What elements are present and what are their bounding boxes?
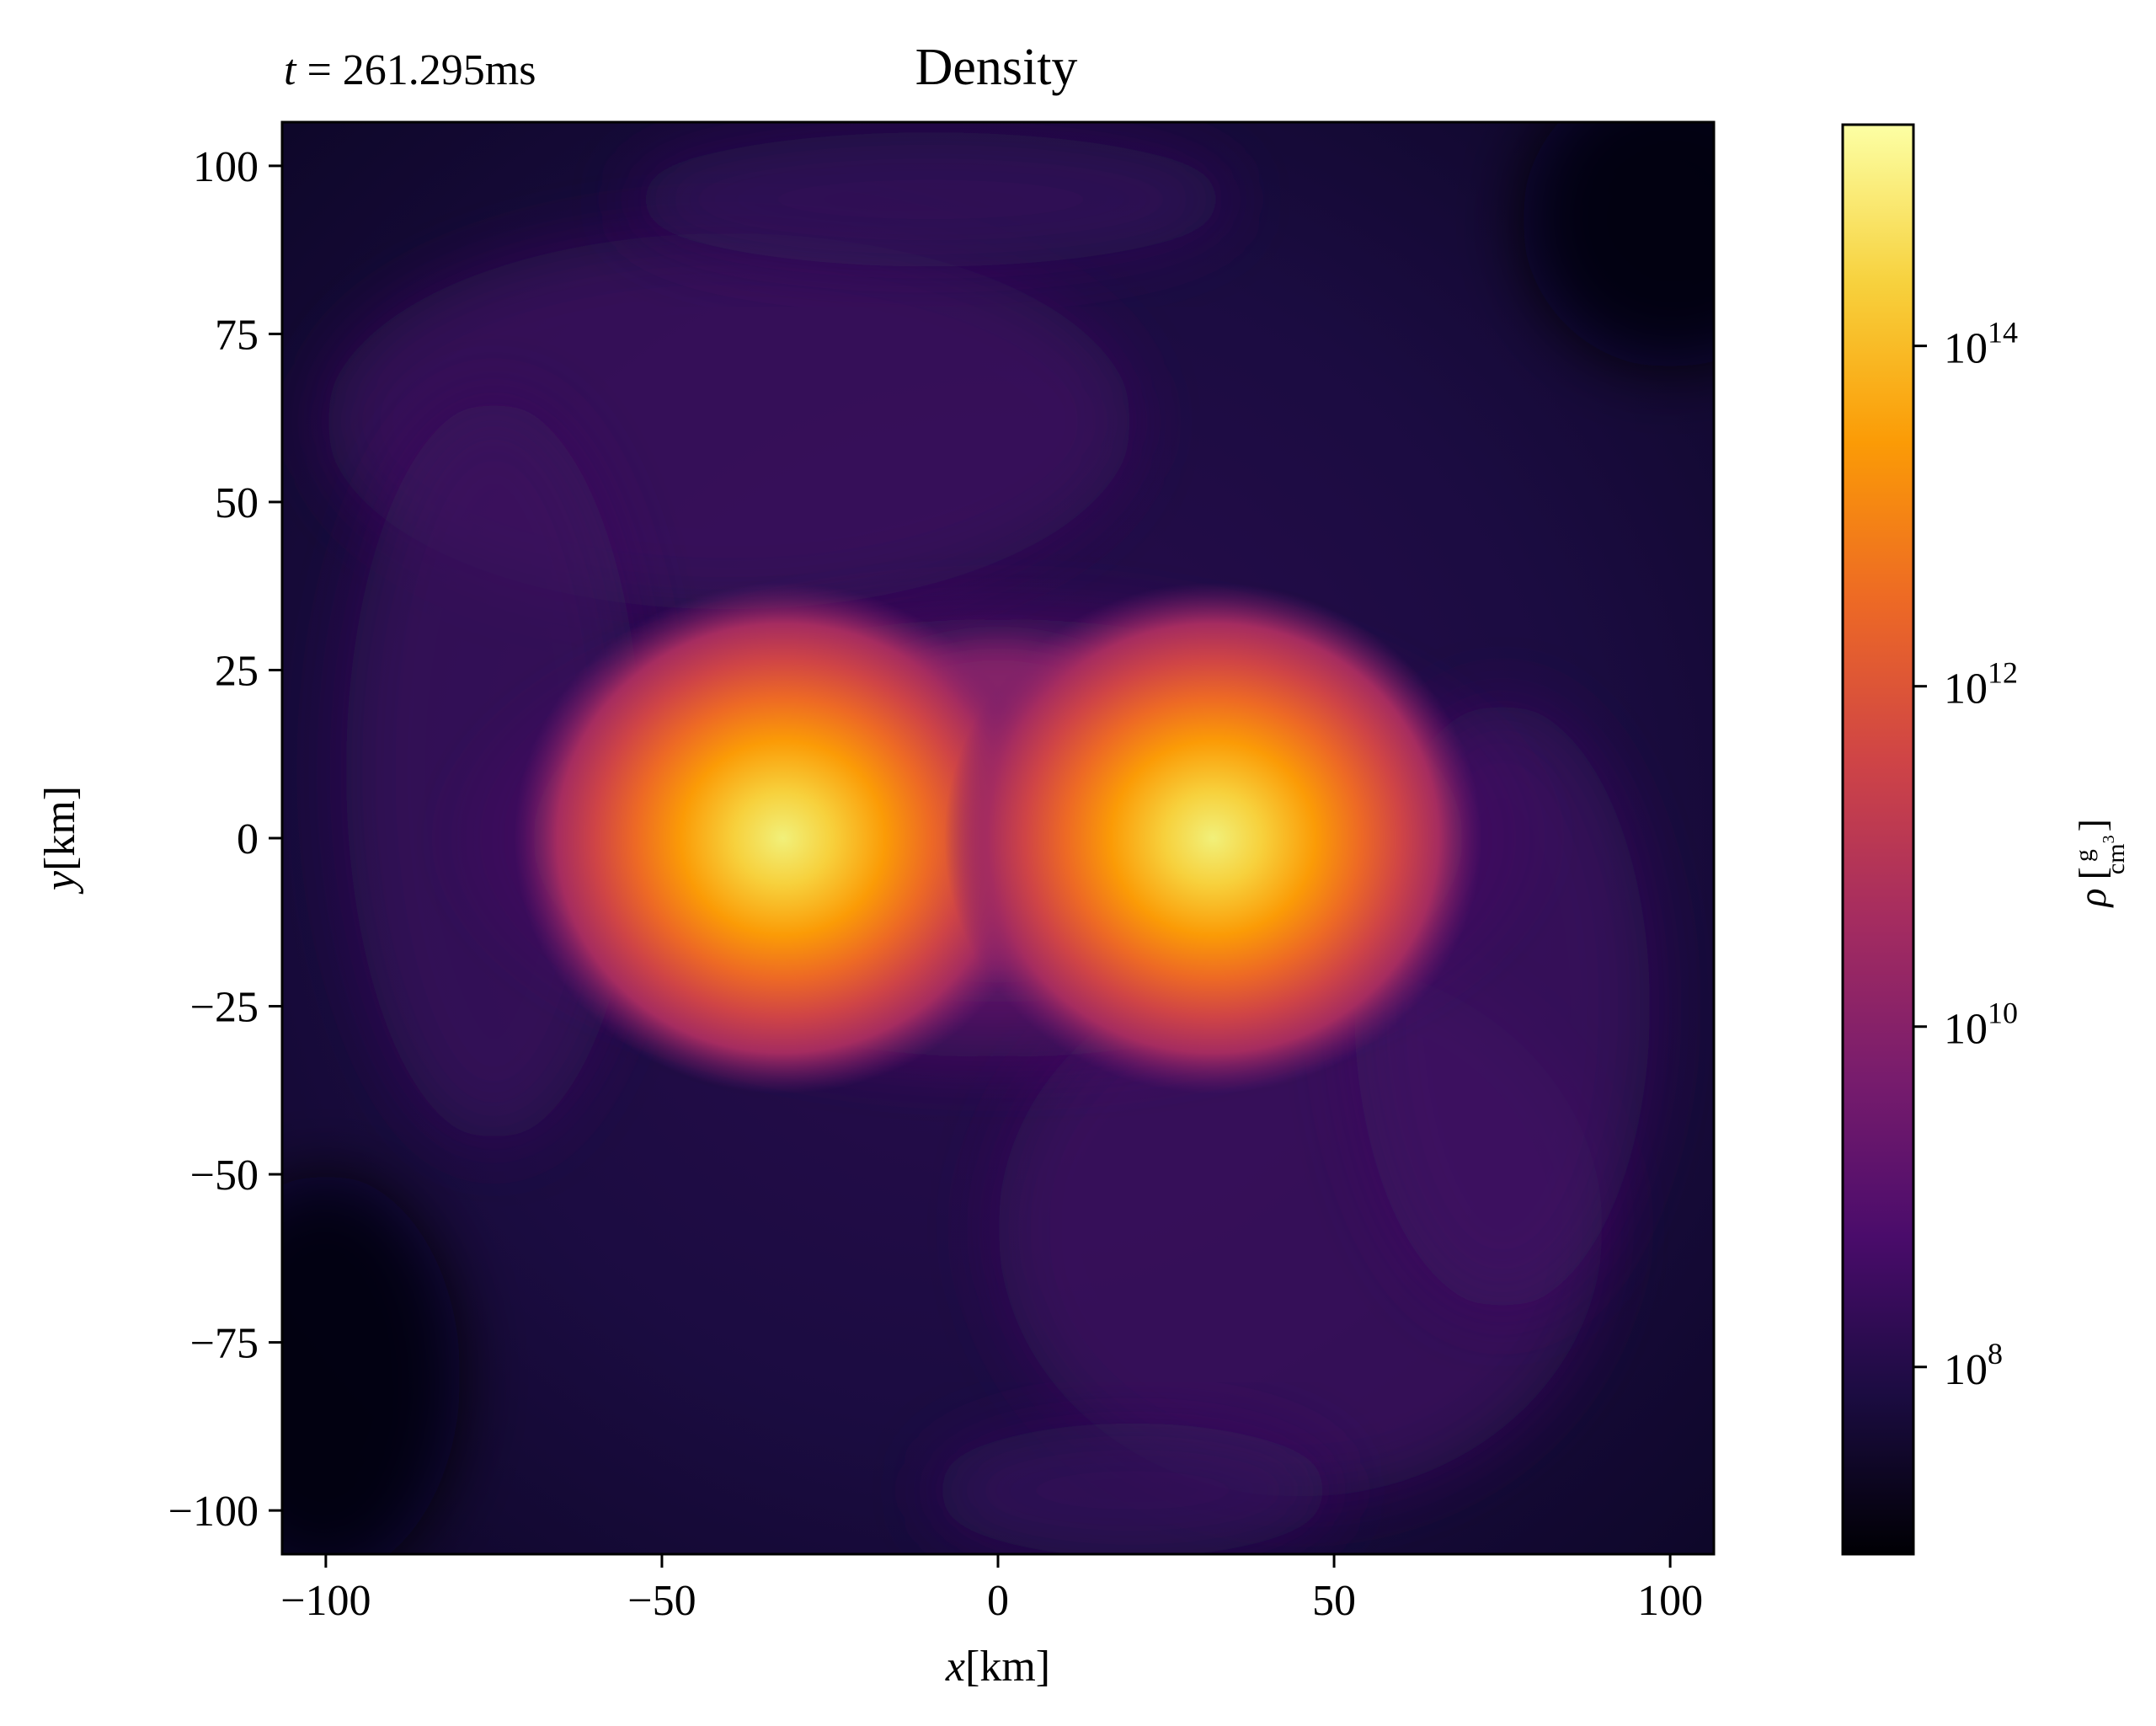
x-tick-label: 0	[987, 1577, 1009, 1625]
colorbar-tick-base: 10	[1944, 325, 1988, 373]
colorbar-denominator-power: 3	[2100, 835, 2118, 843]
y-tick-label: −100	[168, 1488, 259, 1536]
x-tick-label: −50	[627, 1577, 696, 1625]
y-tick-label: −25	[190, 984, 259, 1032]
colorbar-tick-label: 1012	[1944, 656, 2018, 713]
colorbar-tick-base: 10	[1944, 1006, 1988, 1054]
corner-dark-tr	[1522, 122, 1714, 368]
time-symbol: t	[284, 46, 297, 94]
colorbar-bracket-close: ]	[2071, 819, 2114, 831]
x-tick-label: −100	[280, 1577, 371, 1625]
colorbar-label: ρ [ g cm3]	[2070, 819, 2130, 908]
colorbar-tick-exponent: 14	[1988, 316, 2018, 350]
y-tick-label: 50	[215, 479, 259, 527]
y-tick-label: 100	[193, 143, 259, 191]
colorbar-tick-exponent: 12	[1988, 656, 2018, 690]
x-axis-symbol: x	[945, 1643, 965, 1691]
plot-area	[282, 122, 1714, 1554]
colorbar-tick-exponent: 10	[1988, 997, 2018, 1030]
x-tick-label: 100	[1637, 1577, 1703, 1625]
colorbar-symbol: ρ	[2071, 888, 2114, 908]
lower-wisp	[931, 1423, 1334, 1554]
colorbar	[1841, 123, 1915, 1556]
x-tick-label: 50	[1312, 1577, 1356, 1625]
colorbar-bracket-open: [	[2071, 867, 2114, 879]
y-tick-label: 75	[215, 311, 259, 359]
x-axis-ticks: −100 −50 0 50 100	[280, 1554, 1703, 1625]
upper-wisp	[628, 131, 1234, 267]
y-tick-label: −50	[190, 1152, 259, 1200]
y-axis-symbol: y	[36, 870, 84, 895]
time-annotation: t = 261.295ms	[284, 46, 536, 94]
colorbar-numerator: g	[2070, 849, 2098, 862]
y-tick-label: −75	[190, 1320, 259, 1368]
y-axis-ticks: 100 75 50 25 0 −25 −50 −75 −100	[168, 143, 282, 1536]
time-equals: =	[296, 46, 342, 94]
colorbar-tick-label: 1014	[1944, 316, 2018, 373]
y-axis-label: y[km]	[36, 786, 84, 895]
y-tick-label: 0	[237, 815, 259, 863]
chart-title: Density	[915, 39, 1078, 96]
colorbar-tick-exponent: 8	[1988, 1337, 2003, 1371]
right-core	[944, 582, 1482, 1094]
time-value: 261.295ms	[343, 46, 536, 94]
x-axis-unit: [km]	[965, 1643, 1050, 1691]
colorbar-denominator: cm	[2102, 843, 2130, 874]
colorbar-tick-base: 10	[1944, 1346, 1988, 1394]
colorbar-tick-base: 10	[1944, 665, 1988, 713]
left-core	[514, 582, 1052, 1094]
colorbar-tick-label: 1010	[1944, 997, 2018, 1054]
y-axis-unit: [km]	[36, 786, 84, 871]
colorbar-tick-label: 108	[1944, 1337, 2003, 1394]
corner-dark-bl	[282, 1174, 461, 1554]
density-field	[282, 122, 1714, 1554]
x-axis-label: x[km]	[945, 1643, 1050, 1691]
y-tick-label: 25	[215, 647, 259, 695]
